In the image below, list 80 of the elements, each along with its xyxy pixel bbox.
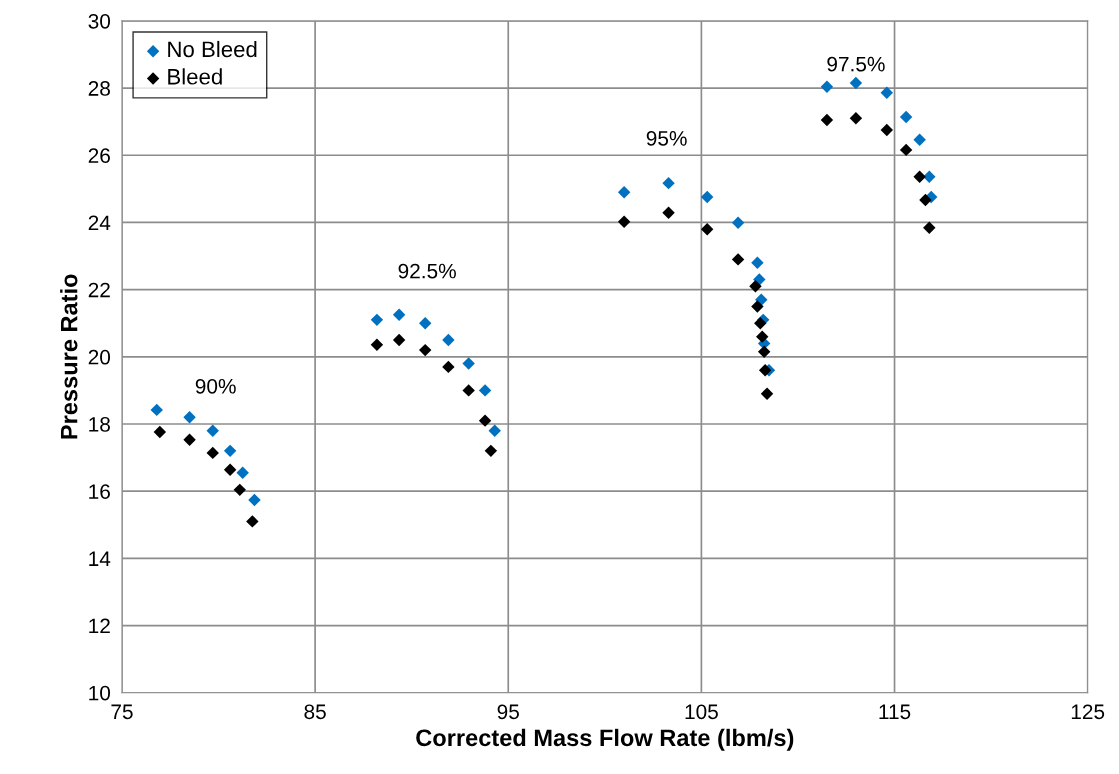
point <box>820 113 834 127</box>
point <box>757 345 771 358</box>
point <box>183 411 196 424</box>
point <box>700 190 714 204</box>
point <box>754 317 767 330</box>
point <box>223 463 237 476</box>
point <box>233 483 246 497</box>
annotation: 97.5% <box>827 56 885 72</box>
y-tick-label: 12 <box>89 618 110 634</box>
point <box>370 338 384 351</box>
x-tick-label: 75 <box>111 704 133 720</box>
annotation: 92.5% <box>398 263 456 279</box>
point <box>150 403 163 417</box>
legend-label: Bleed <box>168 68 222 85</box>
point <box>913 133 926 147</box>
point <box>919 193 932 207</box>
point <box>442 333 455 347</box>
point <box>849 76 863 90</box>
y-tick-label: 22 <box>88 282 110 298</box>
point <box>206 446 219 460</box>
point <box>418 317 432 330</box>
point <box>923 170 936 183</box>
point <box>484 444 498 458</box>
point <box>751 300 764 313</box>
point <box>820 80 834 93</box>
point <box>880 123 894 137</box>
point <box>849 112 863 125</box>
point <box>760 387 774 400</box>
y-tick-label: 28 <box>88 81 110 96</box>
point <box>418 343 432 357</box>
point <box>751 256 764 269</box>
point <box>923 221 936 235</box>
x-tick-label: 115 <box>879 704 911 720</box>
y-tick-label: 18 <box>89 417 110 432</box>
y-tick-label: 20 <box>88 349 111 365</box>
y-tick-label: 26 <box>88 148 110 164</box>
point <box>756 330 769 343</box>
point <box>370 313 384 327</box>
point <box>246 515 259 528</box>
point <box>731 216 745 229</box>
annotation: 95% <box>646 130 687 146</box>
y-tick-label: 24 <box>88 215 111 230</box>
x-axis-title: Corrected Mass Flow Rate (lbm/s) <box>416 728 794 751</box>
point <box>617 215 631 228</box>
y-tick-label: 30 <box>88 13 111 29</box>
point <box>206 424 219 437</box>
point <box>248 493 261 507</box>
point <box>478 384 492 397</box>
point <box>749 280 762 293</box>
point <box>462 384 475 397</box>
point <box>662 176 675 190</box>
point <box>700 222 714 236</box>
point <box>183 433 196 446</box>
point <box>662 206 675 219</box>
point <box>392 333 406 347</box>
point <box>913 170 926 183</box>
y-tick-label: 16 <box>89 484 110 499</box>
point <box>236 466 249 479</box>
point <box>899 143 913 157</box>
point <box>462 357 475 370</box>
point <box>442 360 455 374</box>
point <box>392 308 406 322</box>
point <box>880 86 894 99</box>
point <box>731 253 745 266</box>
y-axis-title: Pressure Ratio <box>60 274 78 439</box>
point <box>153 425 167 439</box>
point <box>488 424 501 437</box>
point <box>758 364 772 377</box>
x-tick-label: 105 <box>685 704 718 720</box>
point <box>899 110 913 124</box>
legend-label: No Bleed <box>168 40 257 58</box>
x-tick-label: 95 <box>497 704 519 720</box>
point <box>223 444 237 458</box>
x-tick-label: 125 <box>1071 704 1105 720</box>
y-tick-label: 10 <box>89 685 111 701</box>
point <box>478 414 492 427</box>
point <box>617 186 631 199</box>
y-tick-label: 14 <box>89 551 111 566</box>
annotation: 90% <box>195 378 236 394</box>
x-tick-label: 85 <box>304 704 326 720</box>
